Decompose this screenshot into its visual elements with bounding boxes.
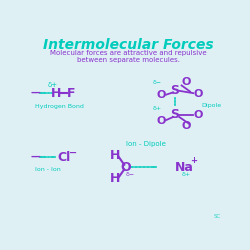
Text: O: O xyxy=(157,116,166,126)
Text: Ion - Ion: Ion - Ion xyxy=(35,167,61,172)
Text: −: − xyxy=(69,148,77,158)
Text: S: S xyxy=(170,108,179,121)
Text: —: — xyxy=(30,88,40,98)
Text: Cl: Cl xyxy=(57,150,70,164)
Text: Intermolecular Forces: Intermolecular Forces xyxy=(43,38,213,52)
Text: between separate molecules.: between separate molecules. xyxy=(76,57,180,63)
Text: O: O xyxy=(120,160,131,173)
Text: H: H xyxy=(110,149,120,162)
Text: O: O xyxy=(182,77,191,87)
Text: O: O xyxy=(193,89,202,99)
Text: Molecular forces are attractive and repulsive: Molecular forces are attractive and repu… xyxy=(50,50,206,56)
Text: F: F xyxy=(67,87,76,100)
Text: Dipole: Dipole xyxy=(202,103,222,108)
Text: —: — xyxy=(30,152,40,162)
Text: O: O xyxy=(182,121,191,131)
Text: δ+: δ+ xyxy=(48,82,58,88)
Text: Ion - Dipole: Ion - Dipole xyxy=(126,141,166,147)
Text: δ−: δ− xyxy=(126,172,135,177)
Text: SC: SC xyxy=(214,214,221,220)
Text: S: S xyxy=(170,84,179,96)
Text: Na: Na xyxy=(174,160,193,173)
Text: +: + xyxy=(190,156,198,166)
Text: H: H xyxy=(110,172,120,185)
Text: δ−: δ− xyxy=(152,80,161,85)
Text: O: O xyxy=(157,90,166,101)
Text: δ+: δ+ xyxy=(182,172,191,177)
Text: Hydrogen Bond: Hydrogen Bond xyxy=(35,104,84,109)
Text: δ+: δ+ xyxy=(153,106,162,111)
Text: O: O xyxy=(193,110,202,120)
Text: H: H xyxy=(51,87,61,100)
